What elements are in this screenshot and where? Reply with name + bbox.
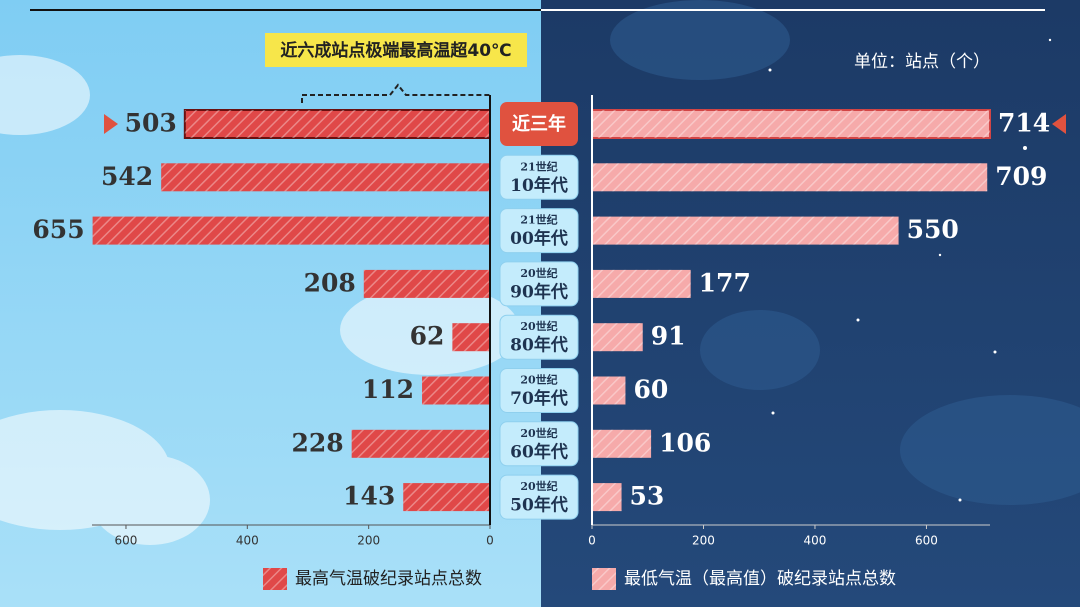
category-label: 近三年 [512, 113, 566, 135]
category-box [499, 154, 579, 200]
annotation: 近六成站点极端最高温超40℃ [280, 40, 511, 61]
category-prefix: 20世纪 [520, 426, 557, 440]
category-label: 70年代 [510, 388, 568, 409]
category-prefix: 21世纪 [520, 159, 557, 173]
x-tick-label: 0 [486, 534, 494, 548]
value-label: 550 [907, 215, 959, 244]
category-prefix: 21世纪 [520, 213, 557, 227]
legend-label: 最高气温破纪录站点总数 [295, 569, 482, 589]
category-label: 00年代 [510, 228, 568, 249]
bar-hatch [592, 216, 899, 245]
value-label: 208 [304, 268, 356, 297]
bar-hatch [403, 483, 490, 512]
category-prefix: 20世纪 [520, 373, 557, 387]
value-label: 143 [343, 482, 395, 511]
value-label: 91 [651, 322, 686, 351]
highlight-arrow [104, 114, 118, 134]
category-label: 50年代 [510, 495, 568, 516]
value-label: 542 [101, 162, 153, 191]
bar-hatch [351, 429, 490, 458]
category-box [499, 208, 579, 254]
value-label: 714 [998, 109, 1050, 138]
x-tick-label: 400 [804, 534, 827, 548]
category-label: 80年代 [510, 335, 568, 356]
annotation-bracket [301, 83, 491, 103]
bar-hatch [422, 376, 490, 405]
bar-hatch [592, 323, 643, 352]
bar-hatch [161, 163, 491, 192]
bar-hatch [592, 110, 990, 138]
category-box [499, 421, 579, 467]
category-box [499, 314, 579, 360]
x-tick-label: 200 [357, 534, 380, 548]
x-tick-label: 600 [915, 534, 938, 548]
category-prefix: 20世纪 [520, 319, 557, 333]
bar-hatch [184, 110, 490, 138]
x-tick-label: 200 [692, 534, 715, 548]
bar-hatch [92, 216, 491, 245]
legend-swatch-hatch [592, 568, 616, 590]
value-label: 53 [630, 482, 665, 511]
bar-hatch [363, 269, 490, 298]
category-box [499, 474, 579, 520]
value-label: 60 [633, 375, 668, 404]
value-label: 228 [291, 428, 343, 457]
category-label: 10年代 [510, 175, 568, 196]
clouds [0, 55, 520, 545]
category-box [499, 368, 579, 413]
value-label: 62 [410, 322, 445, 351]
stars [768, 38, 1052, 502]
category-label: 90年代 [510, 281, 568, 302]
legend-label: 最低气温（最高值）破纪录站点总数 [624, 569, 896, 589]
clouds-dark [610, 0, 1080, 505]
value-label: 655 [32, 215, 84, 244]
bar-hatch [592, 376, 626, 405]
annotation-box [265, 33, 527, 67]
bar-hatch [592, 429, 652, 458]
bar-hatch [592, 483, 622, 512]
value-label: 177 [699, 268, 751, 297]
category-box [500, 102, 578, 146]
x-tick-label: 400 [236, 534, 259, 548]
highlight-arrow [1052, 114, 1066, 134]
unit-label: 单位：站点（个） [854, 52, 990, 72]
value-label: 112 [362, 375, 414, 404]
value-label: 503 [125, 109, 177, 138]
bar-hatch [592, 163, 988, 192]
value-label: 106 [659, 428, 711, 457]
category-box [499, 261, 579, 307]
category-label: 60年代 [510, 441, 568, 462]
x-tick-label: 600 [115, 534, 138, 548]
legend-swatch-hatch [263, 568, 287, 590]
bar-hatch [592, 269, 691, 298]
right-background [541, 0, 1080, 607]
bar-hatch [452, 323, 490, 352]
value-label: 709 [995, 162, 1047, 191]
category-prefix: 20世纪 [520, 479, 557, 493]
category-prefix: 20世纪 [520, 266, 557, 280]
x-tick-label: 0 [588, 534, 596, 548]
